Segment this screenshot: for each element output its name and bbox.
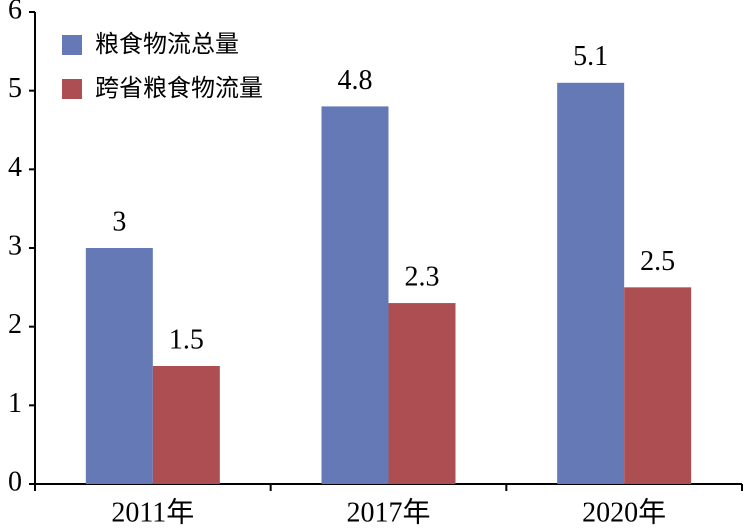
data-label: 5.1 [573, 41, 608, 72]
data-labels: 3 1.5 4.8 2.3 5.1 2.5 [112, 41, 675, 355]
y-axis: 0 1 2 3 4 5 6 [8, 0, 36, 497]
bar [152, 366, 220, 484]
legend-swatch [62, 35, 82, 55]
y-tick-label: 2 [8, 309, 22, 340]
y-tick-label: 6 [8, 0, 22, 25]
data-label: 2.5 [640, 246, 675, 277]
legend-label: 粮食物流总量 [95, 30, 239, 58]
data-label: 3 [112, 206, 126, 237]
data-label: 4.8 [338, 65, 373, 96]
y-tick-label: 5 [8, 73, 22, 104]
data-label: 2.3 [405, 261, 440, 292]
bar [85, 248, 153, 484]
x-tick-label: 2017年 [346, 496, 430, 528]
bar [321, 106, 389, 485]
y-tick-label: 3 [8, 230, 22, 261]
legend-label: 跨省粮食物流量 [95, 74, 263, 102]
legend-swatch [62, 79, 82, 99]
x-tick-label: 2011年 [111, 496, 194, 528]
y-tick-label: 4 [8, 152, 22, 183]
x-axis: 2011年 2017年 2020年 [34, 483, 743, 528]
y-tick-label: 1 [8, 388, 22, 419]
data-label: 1.5 [169, 324, 204, 355]
bar [557, 82, 625, 485]
bars [85, 82, 692, 485]
bar [624, 287, 692, 484]
y-tick-label: 0 [8, 466, 22, 497]
x-tick-label: 2020年 [582, 496, 666, 528]
bar [388, 303, 456, 484]
